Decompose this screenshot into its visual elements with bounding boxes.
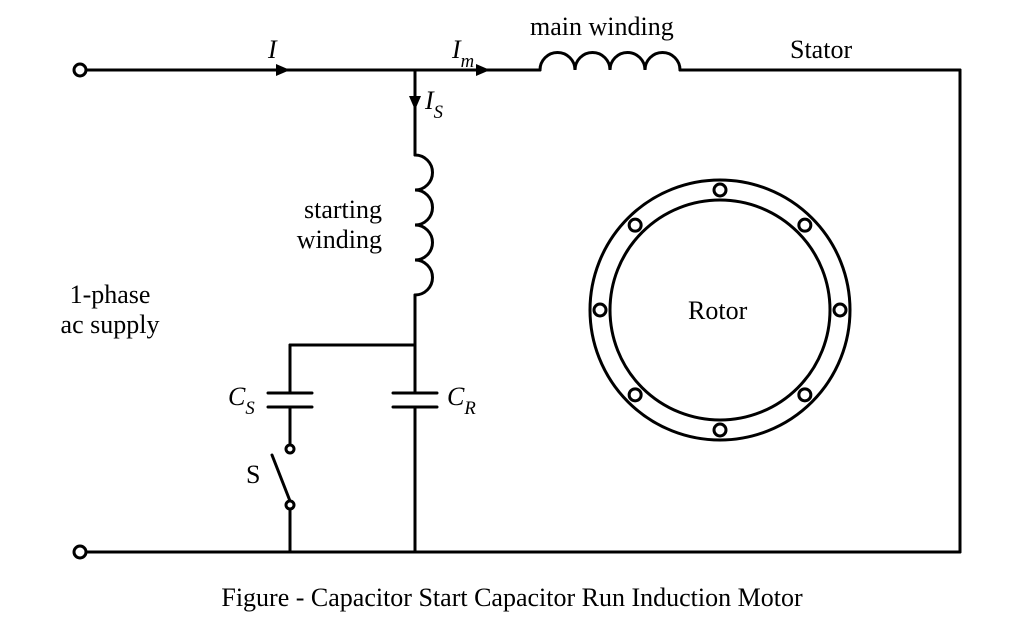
caption: Figure - Capacitor Start Capacitor Run I… [0,583,1024,613]
arrow-Is [409,96,421,110]
label-Is: IS [425,86,443,121]
main-winding-inductor [540,53,680,71]
label-supply: 1-phase ac supply [40,280,180,340]
diagram-canvas: 1-phase ac supply I Im IS main winding S… [0,0,1024,628]
arrow-I [276,64,290,76]
supply-line1: 1-phase [70,280,151,309]
label-starting-winding: starting winding [222,195,382,255]
terminal-top [74,64,86,76]
label-Cr: CR [447,382,476,417]
supply-line2: ac supply [61,310,160,339]
label-rotor: Rotor [688,296,747,326]
label-Cs: CS [228,382,255,417]
arrow-Im [476,64,490,76]
label-main-winding: main winding [530,12,674,42]
label-I: I [268,35,277,65]
label-switch-S: S [246,460,260,490]
terminal-bottom [74,546,86,558]
starting-winding-inductor [415,155,433,295]
switch-term-top [286,445,294,453]
switch-arm [272,455,290,501]
label-stator: Stator [790,35,852,65]
label-Im: Im [452,35,474,70]
